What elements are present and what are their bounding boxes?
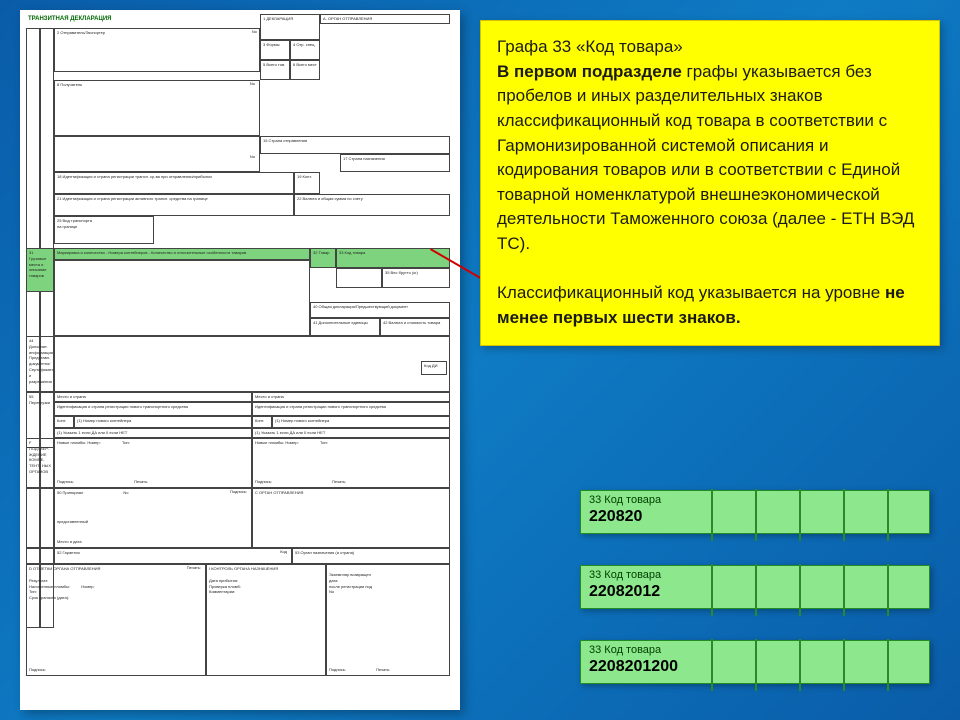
cell-41: 41 Дополнительные единицы [310,318,380,336]
cell-50-margin [26,488,54,548]
cell-c-origin: С ОРГАН ОТПРАВЛЕНИЯ [252,488,450,548]
code-box-2-ticks [711,566,929,614]
callout-box: Графа 33 «Код товара» В первом подраздел… [480,20,940,346]
cell-origin: А. ОРГАН ОТПРАВЛЕНИЯ [320,14,450,24]
cell-55-yn2: (1) Указать 1 если ДА или 0 если НЕТ [252,428,450,438]
cell-recipient: 8 ПолучательNo [54,80,260,136]
cell-55-cont1: Конт. [54,416,74,428]
cell-5: 5 Всего тов. [260,60,290,80]
code-box-2: 33 Код товара 22082012 [580,565,930,609]
cell-55-yn1: (1) Указать 1 если ДА или 0 если НЕТ [54,428,252,438]
cell-f-2: Новые пломбы: Номер: Тип: Подпись:Печать… [252,438,450,488]
cell-33a [336,268,382,288]
code-box-3: 33 Код товара 2208201200 [580,640,930,684]
transit-declaration-form: ТРАНЗИТНАЯ ДЕКЛАРАЦИЯ 1 ДЕКЛАРАЦИЯ А. ОР… [20,10,460,710]
cell-35: 35 Вес брутто (кг) [382,268,450,288]
cell-32: 32 Товар [310,248,336,268]
cell-declaration: 1 ДЕКЛАРАЦИЯ [260,14,320,40]
cell-55-mesto2: Место и страна [252,392,450,402]
cell-return: Экземпляр возвращен дата после регистрац… [326,564,450,676]
cell-40: 40 Общая декларация/Предшествующий докум… [310,302,450,318]
callout-lead: В первом подразделе [497,62,682,81]
cell-52: 52 ГарантияКод [54,548,292,564]
cell-no: No [54,136,260,172]
cell-44-di: Код ДИ [421,361,447,375]
cell-f-1: Новые пломбы: Номер: Тип: Подпись:Печать… [54,438,252,488]
cell-21: 21 Идентификация и страна регистрации ак… [54,194,294,216]
cell-44-label: 44 Дополнит. информация/ Представл. доку… [26,336,54,392]
cell-3: 3 Формы [260,40,290,60]
cell-4: 4 Отр. спец. [290,40,320,60]
cell-f-label: F ПОДТВЕР- ЖДЕНИЕ КОМПЕ- ТЕНТ- НЫХ ОРГАН… [26,438,54,488]
cell-19: 19 Конт. [294,172,320,194]
cell-15: 15 Страна отправления [260,136,450,154]
cell-44-body: Код ДИ [54,336,450,392]
form-grid: 1 ДЕКЛАРАЦИЯ А. ОРГАН ОТПРАВЛЕНИЯ 2 Отпр… [20,10,460,710]
cell-53: 53 Орган назначения (и страна) [292,548,450,564]
cell-22: 22 Валюта и общая сумма по счету [294,194,450,216]
cell-55-id2: Идентификация и страна регистрации новог… [252,402,450,416]
cell-31-body [54,260,310,336]
cell-55-mesto1: Место и страна [54,392,252,402]
cell-sender: 2 Отправитель/ЭкспортерNo [54,28,260,72]
cell-31-desc: Маркировка и количество - Номера контейн… [54,248,310,260]
cell-i: I КОНТРОЛЬ ОРГАНА НАЗНАЧЕНИЯ Дата прибыт… [206,564,326,676]
cell-55-num1: (1) Номер нового контейнера [74,416,252,428]
cell-42: 42 Валюта и стоимость товара [380,318,450,336]
cell-d: D ОТМЕТКИ ОРГАНА ОТПРАВЛЕНИЯПечать: Резу… [26,564,206,676]
cell-55-id1: Идентификация и страна регистрации новог… [54,402,252,416]
callout-text: Графа 33 «Код товара» В первом подраздел… [497,35,923,331]
cell-25: 25 Вид транспортана границе [54,216,154,244]
cell-6: 6 Всего мест [290,60,320,80]
cell-50: 50 ПринципалNoПодпись: представленный Ме… [54,488,252,548]
callout-body1: графы указывается без пробелов и иных ра… [497,62,914,253]
cell-55-cont2: Конт. [252,416,272,428]
code-box-3-ticks [711,641,929,689]
callout-body2: Классификационный код указывается на уро… [497,283,885,302]
callout-title: Графа 33 «Код товара» [497,37,683,56]
cell-55-num2: (1) Номер нового контейнера [272,416,450,428]
code-box-1: 33 Код товара 220820 [580,490,930,534]
cell-31-label: 31 Грузовые места и описание товаров [26,248,54,292]
cell-17: 17 Страна назначения [340,154,450,172]
cell-18: 18 Идентификация и страна регистрации тр… [54,172,294,194]
code-box-1-ticks [711,491,929,539]
cell-52-margin [26,548,54,564]
